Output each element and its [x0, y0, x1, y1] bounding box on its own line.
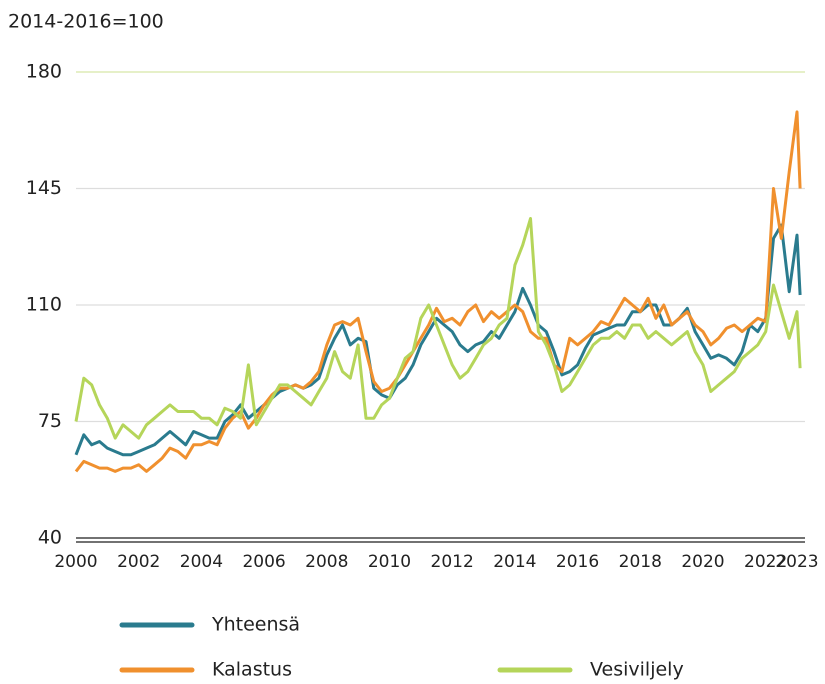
x-tick-label: 2002: [117, 552, 160, 572]
x-tick-label: 2022: [744, 552, 787, 572]
x-tick-label: 2023: [775, 552, 818, 572]
y-tick-label: 110: [26, 294, 62, 316]
x-tick-label: 2008: [305, 552, 348, 572]
x-tick-label: 2000: [54, 552, 97, 572]
y-axis-label: 2014-2016=100: [8, 11, 164, 33]
x-tick-label: 2016: [556, 552, 599, 572]
y-tick-label: 145: [26, 177, 62, 199]
legend-label: Kalastus: [212, 659, 292, 681]
x-tick-label: 2020: [681, 552, 724, 572]
series-line: [74, 110, 802, 473]
x-tick-label: 2006: [242, 552, 285, 572]
legend-label: Yhteensä: [211, 614, 300, 636]
series-line: [74, 217, 802, 440]
y-tick-label: 75: [38, 410, 62, 432]
legend-label: Vesiviljely: [590, 659, 684, 681]
x-tick-label: 2004: [180, 552, 223, 572]
x-tick-label: 2014: [493, 552, 536, 572]
y-tick-label: 180: [26, 61, 62, 83]
y-tick-label: 40: [38, 527, 62, 549]
x-tick-label: 2010: [368, 552, 411, 572]
x-tick-label: 2018: [619, 552, 662, 572]
x-tick-label: 2012: [431, 552, 474, 572]
